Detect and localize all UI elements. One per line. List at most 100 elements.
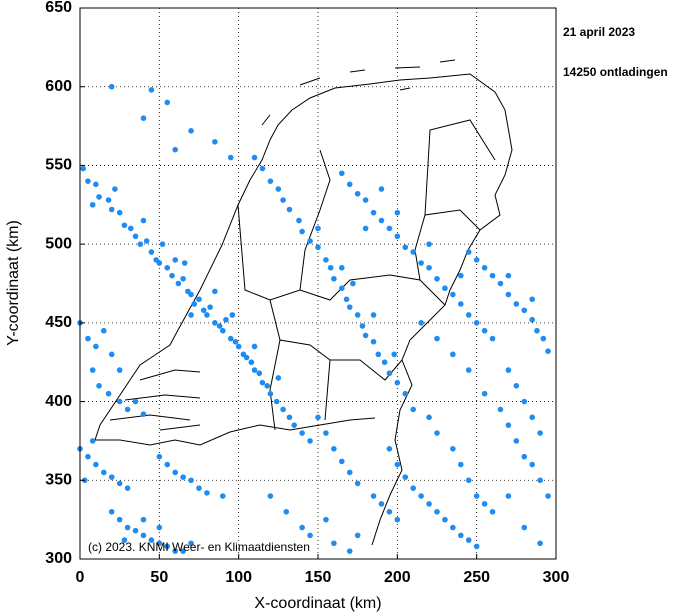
strike-point (465, 537, 472, 543)
x-tick-label: 250 (463, 569, 490, 586)
y-tick-label: 650 (45, 0, 72, 16)
strike-point (96, 383, 102, 389)
strike-point (362, 225, 369, 232)
x-axis-label: X-coordinaat (km) (254, 595, 381, 612)
strike-point (93, 343, 99, 350)
strike-point (116, 209, 123, 216)
strike-point (394, 233, 401, 240)
strike-point (540, 335, 547, 342)
islands (109, 369, 201, 431)
strike-point (116, 516, 123, 523)
strike-point (450, 524, 456, 531)
strike-point (280, 406, 286, 413)
strike-point (140, 532, 147, 539)
strike-point (116, 480, 123, 487)
y-tick-label: 450 (45, 314, 72, 331)
strike-point (220, 327, 226, 334)
strike-point (280, 197, 286, 203)
strike-point (473, 257, 480, 263)
strike-point (545, 493, 551, 499)
strike-point (286, 206, 293, 213)
strike-point (391, 351, 397, 358)
strike-point (188, 312, 194, 318)
x-tick-label: 300 (543, 569, 570, 586)
strike-point (169, 272, 175, 279)
strike-point (323, 516, 329, 523)
strike-point (346, 548, 353, 554)
strike-point (346, 469, 353, 476)
strike-point (180, 275, 186, 282)
strike-point (140, 516, 147, 523)
strike-point (410, 406, 417, 413)
strike-point (188, 540, 194, 547)
y-tick-label: 300 (45, 550, 72, 567)
strike-point (251, 154, 258, 161)
strike-point (121, 537, 128, 543)
strike-point (450, 291, 456, 298)
strike-point (200, 307, 207, 314)
strike-point (505, 493, 512, 499)
strike-point (410, 249, 417, 255)
strike-point (286, 414, 293, 421)
strike-point (291, 422, 298, 428)
strike-point (220, 493, 226, 499)
strike-point (307, 238, 313, 244)
strike-point (418, 260, 424, 266)
strike-point (212, 288, 218, 295)
strike-point (505, 422, 512, 428)
strike-point (537, 540, 543, 547)
strike-point (513, 383, 520, 389)
strike-point (537, 477, 543, 484)
strike-point (426, 264, 432, 271)
strike-point (339, 285, 345, 292)
strike-point (497, 280, 504, 287)
strike-point (105, 390, 112, 397)
strike-point (458, 532, 464, 539)
strike-point (140, 411, 147, 417)
strike-point (108, 206, 115, 213)
strike-point (458, 272, 464, 279)
strike-point (529, 414, 535, 421)
strike-point (188, 127, 194, 134)
strike-point (159, 241, 166, 247)
strike-point (124, 485, 131, 491)
strike-point (359, 323, 366, 329)
y-tick-label: 550 (45, 157, 72, 174)
map-outline (94, 59, 513, 546)
strike-point (275, 186, 282, 192)
strike-point (331, 540, 337, 547)
strike-point (89, 201, 96, 208)
strike-point (85, 453, 91, 460)
strike-point (248, 359, 255, 366)
strike-point (370, 338, 377, 345)
strike-point (108, 508, 115, 515)
count-label: 14250 ontladingen (563, 65, 668, 79)
strike-point (89, 438, 96, 444)
strike-point (112, 186, 118, 192)
x-tick-label: 100 (225, 569, 252, 586)
strike-point (172, 469, 178, 476)
strike-point (370, 312, 377, 318)
y-tick-label: 500 (45, 235, 72, 252)
strike-point (521, 307, 528, 314)
strike-point (418, 320, 424, 326)
strike-point (315, 414, 321, 421)
strike-point (140, 115, 147, 121)
wadden-islands (261, 59, 456, 126)
strike-point (264, 383, 271, 389)
strike-point (529, 316, 535, 323)
strike-point (85, 335, 91, 342)
strike-point (212, 139, 218, 145)
strike-point (465, 312, 472, 318)
zeeland (94, 329, 376, 446)
strike-point (378, 217, 385, 224)
strike-point (121, 222, 128, 229)
strike-point (204, 312, 210, 318)
strike-point (132, 527, 139, 534)
strike-point (346, 304, 353, 310)
strike-point (227, 154, 234, 161)
strike-point (156, 540, 163, 547)
strike-point (124, 524, 131, 531)
strike-point (188, 291, 194, 298)
